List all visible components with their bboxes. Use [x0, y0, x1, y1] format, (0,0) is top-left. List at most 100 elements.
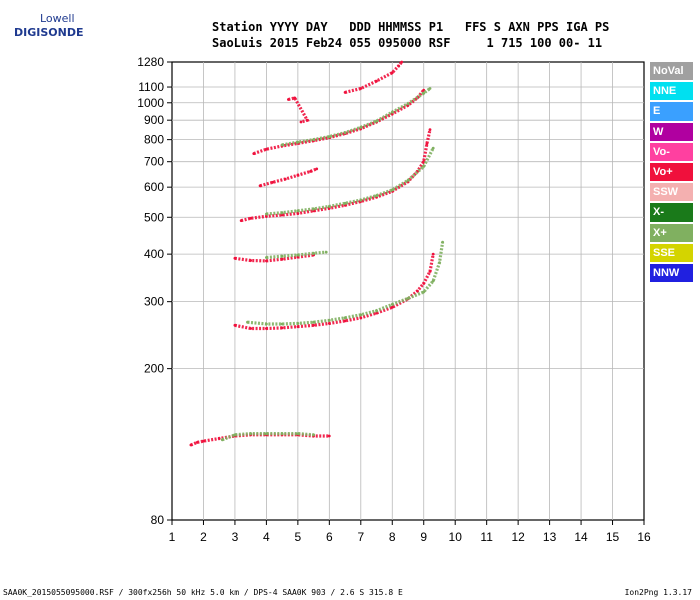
trace-point	[195, 441, 199, 444]
x-tick-label: 12	[511, 530, 525, 544]
x-axis-ticks: 1 2 3 4 5 6 7 8 9 10 11 12 13 14 15 16	[169, 520, 651, 544]
trace-point	[202, 439, 205, 443]
echo-traces	[189, 60, 445, 447]
x-tick-label: 5	[295, 530, 302, 544]
trace-point	[220, 438, 224, 442]
logo-lowell-text: Lowell	[40, 12, 75, 25]
trace-point	[343, 319, 347, 323]
trace-point	[428, 270, 432, 273]
trace-point	[280, 254, 284, 258]
legend-item-sse: SSE	[650, 243, 693, 262]
x-tick-label: 11	[480, 530, 493, 544]
trace-point	[425, 142, 429, 146]
trace-point	[265, 322, 268, 326]
trace-point	[422, 165, 426, 168]
trace-point	[265, 432, 268, 435]
y-tick-label: 700	[144, 155, 164, 169]
x-tick-label: 1	[169, 530, 176, 544]
y-axis-ticks: 80 200 300 400 500 600 700 800 900 1000 1100 1280	[137, 55, 172, 527]
trace-x	[247, 241, 445, 326]
trace-point	[312, 138, 315, 142]
trace-point	[359, 316, 363, 320]
x-tick-label: 3	[232, 530, 239, 544]
trace-point	[280, 432, 284, 435]
trace-point	[359, 87, 363, 90]
trace-point	[397, 64, 400, 68]
footer-file-info: SAA0K_2015055095000.RSF / 300fx256h 50 k…	[3, 588, 403, 597]
y-tick-label: 1100	[138, 80, 164, 94]
trace-point	[265, 259, 268, 263]
trace-point	[217, 437, 221, 440]
y-tick-label: 200	[144, 362, 164, 376]
trace-point	[390, 303, 394, 306]
trace-point	[296, 432, 300, 435]
digisonde-logo: Lowell DIGISONDE	[6, 8, 86, 42]
trace-point	[327, 205, 331, 208]
trace-point	[390, 110, 394, 114]
trace-point	[249, 432, 253, 435]
trace-point	[312, 433, 315, 437]
trace-point	[296, 325, 300, 328]
trace-vo	[253, 89, 425, 156]
trace-point	[390, 188, 394, 192]
trace-point	[343, 316, 347, 320]
trace-point	[312, 251, 315, 255]
x-tick-label: 16	[637, 530, 651, 544]
trace-vo	[240, 129, 432, 223]
trace-point	[327, 434, 331, 438]
trace-point	[265, 327, 268, 330]
trace-point	[309, 170, 312, 173]
trace-point	[422, 282, 426, 285]
trace-x	[266, 147, 435, 216]
trace-point	[312, 207, 315, 211]
y-tick-label: 400	[144, 247, 164, 261]
trace-point	[265, 256, 268, 259]
trace-vo	[234, 253, 435, 331]
trace-point	[359, 313, 363, 317]
trace-point	[327, 322, 331, 325]
trace-point	[327, 318, 331, 322]
trace-point	[280, 326, 284, 330]
trace-point	[375, 79, 378, 83]
trace-point	[280, 257, 284, 261]
y-tick-label: 300	[144, 295, 164, 309]
trace-point	[280, 211, 284, 215]
trace-point	[406, 102, 410, 105]
trace-point	[416, 289, 419, 293]
trace-point	[233, 433, 237, 437]
x-tick-label: 9	[420, 530, 427, 544]
legend-item-x: X-	[650, 203, 693, 222]
trace-point	[390, 305, 394, 309]
trace-point	[422, 290, 426, 294]
trace-point	[375, 311, 378, 315]
trace-point	[189, 443, 193, 447]
trace-point	[406, 297, 410, 300]
x-tick-label: 8	[389, 530, 396, 544]
trace-x	[266, 250, 327, 260]
trace-point	[315, 167, 319, 171]
trace-point	[400, 60, 404, 64]
y-tick-label: 800	[144, 133, 164, 147]
trace-point	[296, 212, 300, 215]
trace-vo	[259, 167, 318, 188]
y-tick-label: 900	[144, 113, 164, 127]
trace-point	[431, 146, 435, 150]
trace-point	[258, 184, 262, 188]
x-tick-label: 6	[326, 530, 333, 544]
trace-point	[280, 143, 284, 147]
trace-point	[280, 322, 284, 326]
legend-item-x: X+	[650, 223, 693, 242]
plot-frame	[171, 61, 645, 521]
legend-item-ssw: SSW	[650, 183, 693, 202]
trace-point	[327, 135, 331, 139]
legend-item-w: W	[650, 122, 693, 141]
trace-point	[428, 87, 432, 90]
trace-vo	[190, 433, 330, 447]
trace-point	[265, 147, 268, 151]
trace-point	[431, 252, 435, 256]
trace-x	[281, 87, 431, 147]
y-tick-label: 80	[151, 513, 165, 527]
trace-point	[343, 201, 347, 205]
x-tick-label: 14	[574, 530, 588, 544]
